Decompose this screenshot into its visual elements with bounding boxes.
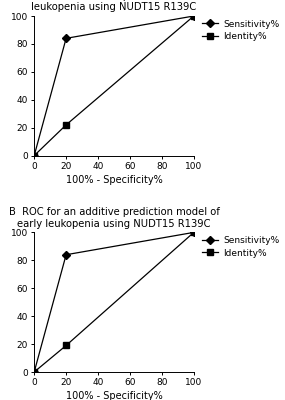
Line: Identity%: Identity%	[31, 230, 197, 375]
Legend: Sensitivity%, Identity%: Sensitivity%, Identity%	[199, 16, 283, 45]
Identity%	[192, 230, 196, 235]
X-axis label: 100% - Specificity%: 100% - Specificity%	[66, 175, 162, 185]
Identity%	[64, 122, 68, 127]
Identity%	[32, 370, 36, 374]
Line: Sensitivity%: Sensitivity%	[31, 230, 197, 375]
Sensitivity%	[64, 36, 68, 41]
Sensitivity%	[32, 370, 36, 374]
Line: Identity%: Identity%	[31, 13, 197, 158]
Identity%	[64, 343, 68, 348]
Line: Sensitivity%: Sensitivity%	[31, 13, 197, 158]
Identity%	[32, 153, 36, 158]
X-axis label: 100% - Specificity%: 100% - Specificity%	[66, 392, 162, 400]
Sensitivity%	[32, 153, 36, 158]
Sensitivity%	[192, 230, 196, 235]
Sensitivity%	[64, 252, 68, 257]
Title: B  ROC for an additive prediction model of
early leukopenia using NUDT15 R139C: B ROC for an additive prediction model o…	[9, 207, 219, 229]
Sensitivity%	[192, 14, 196, 18]
Title: A  ROC for an additive prediction model of
leukopenia using NUDT15 R139C: A ROC for an additive prediction model o…	[9, 0, 219, 12]
Legend: Sensitivity%, Identity%: Sensitivity%, Identity%	[199, 232, 283, 262]
Identity%	[192, 14, 196, 18]
